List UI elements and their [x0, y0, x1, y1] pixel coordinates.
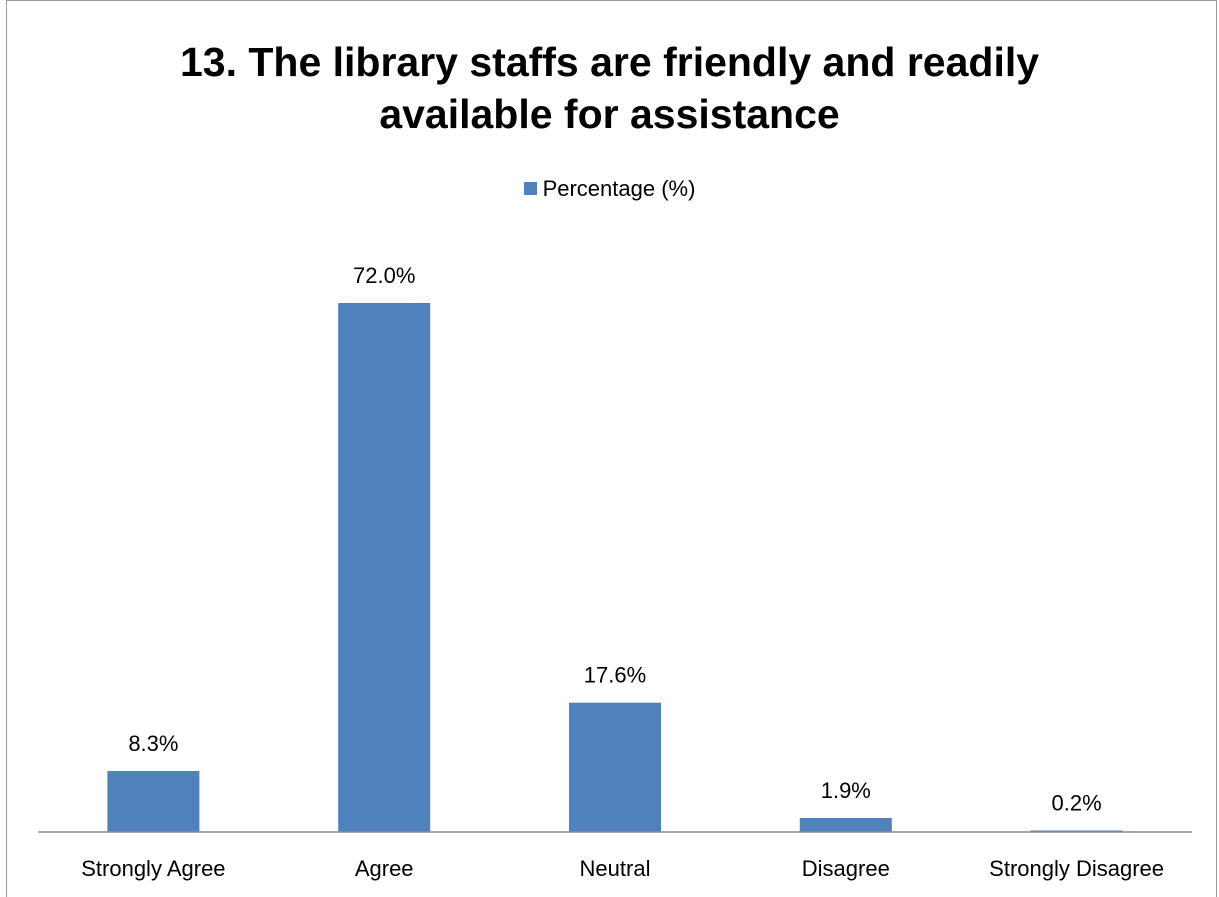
data-label-strongly-disagree: 0.2% — [1052, 791, 1102, 816]
category-label-agree: Agree — [355, 856, 414, 881]
data-label-strongly-agree: 8.3% — [128, 731, 178, 756]
category-label-neutral: Neutral — [580, 856, 651, 881]
bar-disagree — [799, 818, 892, 832]
category-label-strongly-agree: Strongly Agree — [81, 856, 225, 881]
bar-agree — [338, 303, 431, 832]
chart-legend: Percentage (%) — [0, 176, 1219, 202]
chart-title-line-2: available for assistance — [379, 91, 840, 137]
bar-strongly-agree — [107, 771, 200, 832]
data-label-agree: 72.0% — [353, 263, 415, 288]
chart-title-line-1: 13. The library staffs are friendly and … — [179, 39, 1040, 85]
bar-neutral — [569, 702, 661, 832]
labels-group: 8.3% Strongly Agree 72.0% Agree 17.6% Neutral… — [81, 263, 1164, 881]
data-label-disagree: 1.9% — [821, 778, 871, 803]
legend-swatch — [523, 182, 537, 195]
category-label-strongly-disagree: Strongly Disagree — [989, 856, 1164, 881]
data-label-neutral: 17.6% — [584, 663, 646, 688]
bars-group — [107, 303, 1123, 832]
chart-title: 13. The library staffs are friendly and … — [0, 36, 1219, 140]
category-label-disagree: Disagree — [802, 856, 890, 881]
legend-label: Percentage (%) — [542, 176, 696, 201]
